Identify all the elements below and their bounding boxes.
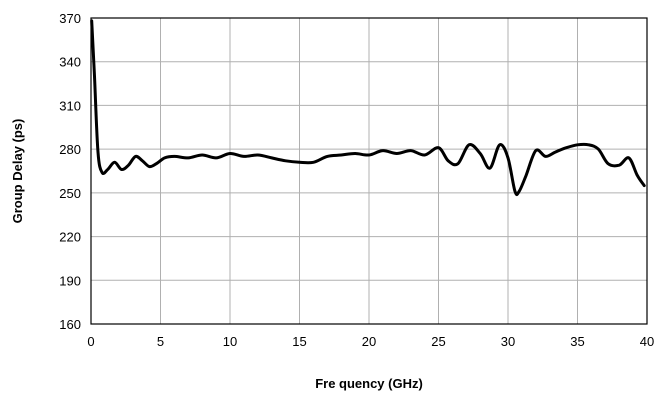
y-axis-title: Group Delay (ps): [10, 119, 25, 224]
x-tick-label: 15: [292, 334, 306, 349]
grid-lines: [91, 18, 647, 324]
series-layer: [90, 19, 646, 197]
y-tick-label: 310: [59, 98, 81, 113]
y-tick-label: 160: [59, 317, 81, 332]
y-tick-label: 220: [59, 230, 81, 245]
group-delay-series-line: [90, 19, 646, 197]
x-tick-label: 35: [570, 334, 584, 349]
y-tick-label: 250: [59, 186, 81, 201]
x-tick-label: 20: [362, 334, 376, 349]
y-tick-label: 340: [59, 55, 81, 70]
x-axis-title: Fre quency (GHz): [315, 376, 423, 391]
x-tick-label: 30: [501, 334, 515, 349]
y-tick-label: 280: [59, 142, 81, 157]
y-axis-tick-labels: 160 190 220 250 280 310 340 370: [59, 11, 81, 332]
x-tick-label: 40: [640, 334, 654, 349]
x-tick-label: 10: [223, 334, 237, 349]
x-tick-label: 0: [87, 334, 94, 349]
y-tick-label: 370: [59, 11, 81, 26]
x-tick-label: 25: [431, 334, 445, 349]
x-axis-tick-labels: 0 5 10 15 20 25 30 35 40: [87, 334, 654, 349]
y-tick-label: 190: [59, 273, 81, 288]
x-tick-label: 5: [157, 334, 164, 349]
plot-area-frame: [90, 17, 648, 325]
